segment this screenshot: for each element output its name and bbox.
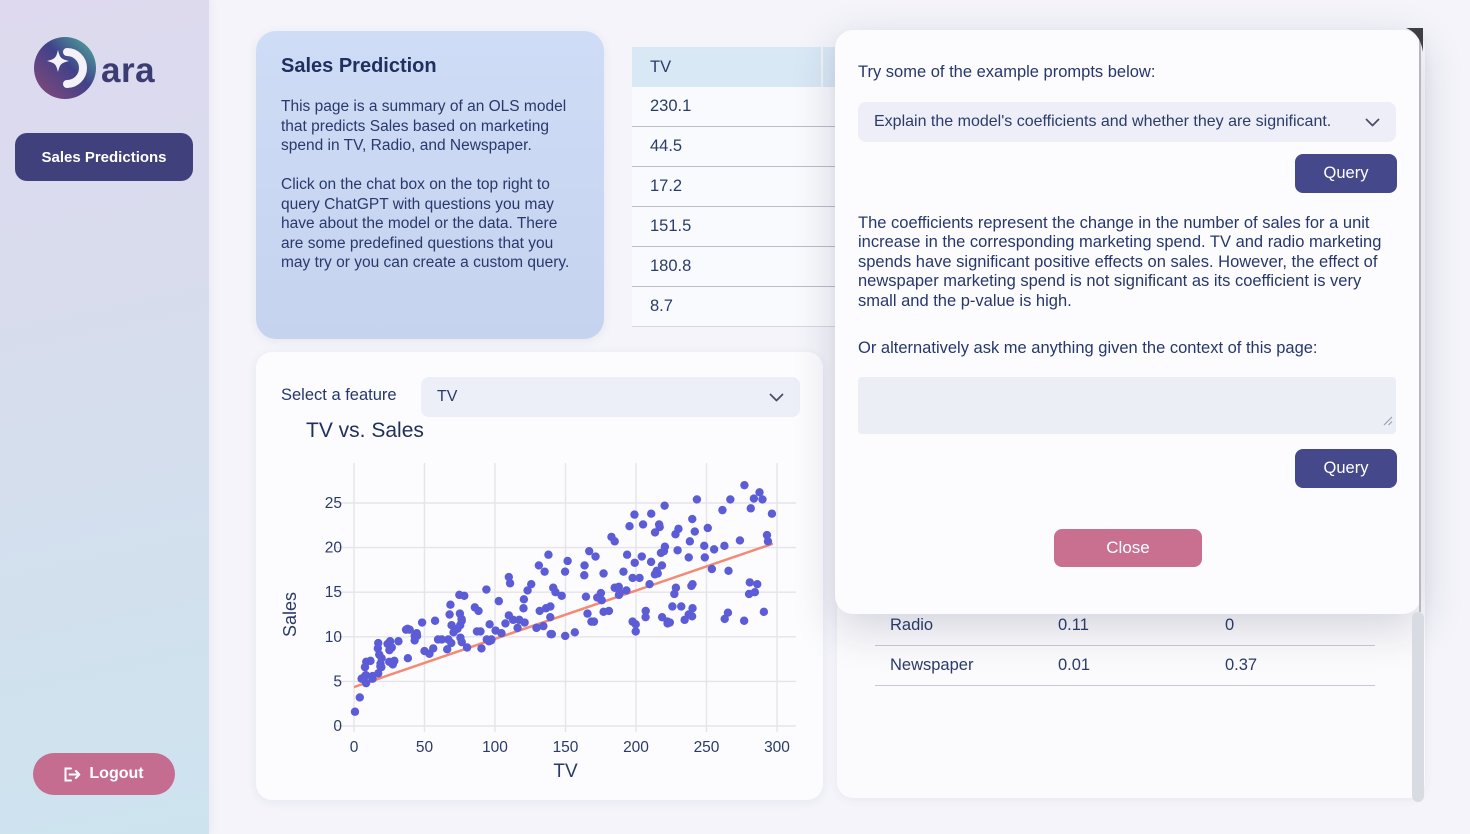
svg-text:TV: TV: [553, 761, 578, 782]
svg-text:25: 25: [325, 495, 342, 512]
chat-modal: Try some of the example prompts below: E…: [835, 30, 1421, 614]
table-row: 180.8: [632, 247, 835, 287]
svg-text:100: 100: [482, 739, 508, 756]
page-title: Sales Prediction: [281, 55, 437, 77]
svg-text:20: 20: [325, 540, 343, 557]
query-button-custom[interactable]: Query: [1295, 449, 1397, 488]
sidebar: ara Sales Predictions Logout: [0, 0, 209, 834]
modal-scrollbar-track[interactable]: [1419, 32, 1421, 612]
coefficient-cell-feature: Newspaper: [890, 656, 974, 674]
logout-icon: [64, 767, 81, 782]
app-logo: ara: [33, 36, 155, 105]
tv-table-body: 230.1 44.5 17.2 151.5 180.8 8.7: [632, 87, 835, 327]
coefficient-cell-coef: 0.11: [1058, 616, 1089, 634]
svg-text:250: 250: [694, 739, 720, 756]
scatter-plot: 0 50 100 150 200 250 300 0 5 10 15 20 25 TV Sales: [280, 455, 810, 805]
prompt-select[interactable]: Explain the model's coefficients and whe…: [858, 102, 1396, 142]
feature-select[interactable]: TV: [421, 377, 800, 417]
tv-column-header-label: TV: [650, 57, 672, 76]
coefficient-cell-feature: Radio: [890, 616, 934, 634]
query-button-prompt[interactable]: Query: [1295, 154, 1397, 193]
coefficient-row: Newspaper 0.01 0.37: [875, 647, 1375, 686]
svg-text:10: 10: [325, 629, 343, 646]
svg-text:300: 300: [764, 739, 790, 756]
column-separator: [821, 47, 823, 87]
info-paragraph-1: This page is a summary of an OLS model t…: [281, 98, 567, 155]
table-row: 230.1: [632, 87, 835, 127]
modal-scrollbar-thumb[interactable]: [1404, 28, 1425, 59]
chart-card: Select a feature TV TV vs. Sales 0 50 100 1…: [256, 352, 823, 800]
info-paragraph-2: Click on the chat box on the top right t…: [281, 176, 570, 272]
logout-label: Logout: [89, 765, 144, 782]
svg-text:Sales: Sales: [280, 592, 300, 637]
feature-select-value: TV: [437, 388, 458, 405]
chevron-down-icon: [769, 393, 784, 402]
svg-text:200: 200: [623, 739, 649, 756]
table-row: 8.7: [632, 287, 835, 327]
table-row: 44.5: [632, 127, 835, 167]
custom-query-input[interactable]: [858, 377, 1396, 434]
page-scrollbar-thumb[interactable]: [1412, 612, 1424, 802]
chat-response-text: The coefficients represent the change in…: [858, 214, 1382, 310]
sidebar-item-sales-predictions[interactable]: Sales Predictions: [15, 133, 193, 181]
close-button[interactable]: Close: [1054, 529, 1202, 567]
coefficient-cell-pval: 0: [1225, 616, 1235, 634]
prompts-label: Try some of the example prompts below:: [858, 63, 1156, 81]
feature-select-label: Select a feature: [281, 386, 397, 404]
table-row: 17.2: [632, 167, 835, 207]
sales-prediction-card: Sales Prediction This page is a summary …: [256, 31, 604, 339]
custom-query-label: Or alternatively ask me anything given t…: [858, 339, 1318, 357]
coefficient-cell-pval: 0.37: [1225, 656, 1258, 674]
svg-text:0: 0: [350, 739, 359, 756]
svg-text:5: 5: [333, 673, 342, 690]
logo-wordmark: ara: [101, 51, 156, 90]
tv-column-header: TV: [632, 47, 835, 87]
svg-text:15: 15: [325, 584, 342, 601]
coefficient-cell-coef: 0.01: [1058, 656, 1091, 674]
logout-button[interactable]: Logout: [33, 753, 175, 795]
chart-title: TV vs. Sales: [306, 419, 424, 442]
chevron-down-icon: [1365, 118, 1380, 127]
svg-text:50: 50: [416, 739, 434, 756]
table-row: 151.5: [632, 207, 835, 247]
svg-text:150: 150: [553, 739, 579, 756]
svg-text:0: 0: [333, 718, 342, 735]
coefficient-row: Radio 0.11 0: [875, 607, 1375, 646]
prompt-select-value: Explain the model's coefficients and whe…: [874, 113, 1332, 130]
tv-data-table: TV 230.1 44.5 17.2 151.5 180.8 8.7: [632, 47, 835, 327]
logo-sparkle-icon: [33, 36, 97, 105]
